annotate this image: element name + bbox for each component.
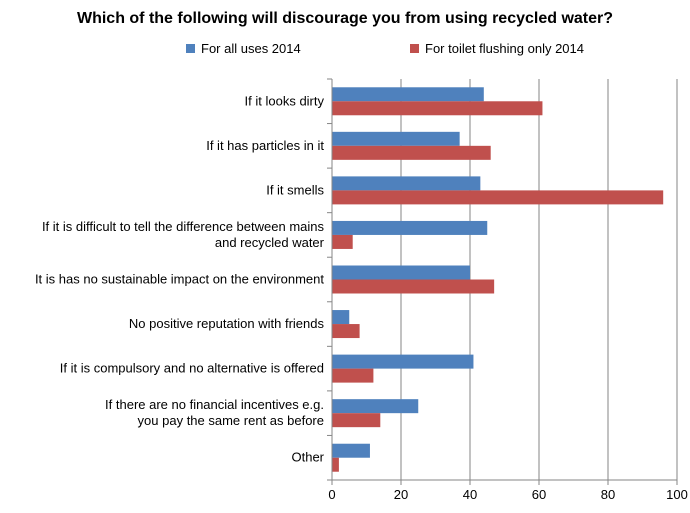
bar-all-uses-3 [332, 220, 488, 235]
bar-all-uses-2 [332, 176, 481, 191]
bar-all-uses-6 [332, 354, 474, 369]
legend-label-toilet-flushing: For toilet flushing only 2014 [425, 41, 584, 56]
bar-toilet-flushing-8 [332, 457, 339, 472]
category-label-3-line-1: and recycled water [215, 235, 325, 250]
x-tick-label-2: 40 [463, 487, 477, 502]
bar-toilet-flushing-7 [332, 413, 381, 428]
bar-toilet-flushing-3 [332, 234, 353, 249]
bar-all-uses-5 [332, 310, 350, 325]
x-tick-label-4: 80 [601, 487, 615, 502]
x-tick-label-3: 60 [532, 487, 546, 502]
bar-toilet-flushing-1 [332, 145, 491, 160]
legend-item-all-uses: For all uses 2014 [186, 41, 301, 56]
bar-toilet-flushing-5 [332, 324, 360, 339]
chart-title: Which of the following will discourage y… [76, 10, 614, 27]
category-label-7-line-1: you pay the same rent as before [138, 413, 324, 428]
category-label-2: If it smells [266, 182, 324, 197]
category-label-0: If it looks dirty [245, 93, 325, 108]
category-label-3-line-0: If it is difficult to tell the differenc… [42, 219, 325, 234]
category-label-8: Other [291, 450, 324, 465]
bar-all-uses-0 [332, 87, 484, 102]
category-label-1: If it has particles in it [206, 138, 324, 153]
bar-all-uses-7 [332, 399, 419, 414]
bar-toilet-flushing-6 [332, 368, 374, 383]
bar-all-uses-8 [332, 443, 370, 458]
bar-toilet-flushing-0 [332, 101, 543, 116]
legend-swatch-all-uses [186, 44, 195, 53]
x-tick-label-5: 100 [666, 487, 688, 502]
bar-all-uses-4 [332, 265, 470, 280]
bar-all-uses-1 [332, 131, 460, 146]
legend-item-toilet-flushing: For toilet flushing only 2014 [410, 41, 584, 56]
category-label-5: No positive reputation with friends [129, 316, 325, 331]
legend-label-all-uses: For all uses 2014 [201, 41, 301, 56]
legend-swatch-toilet-flushing [410, 44, 419, 53]
bar-toilet-flushing-4 [332, 279, 495, 294]
legend: For all uses 2014 For toilet flushing on… [0, 41, 690, 61]
x-tick-label-1: 20 [394, 487, 408, 502]
category-label-7-line-0: If there are no financial incentives e.g… [105, 397, 324, 412]
category-label-6: If it is compulsory and no alternative i… [60, 361, 324, 376]
bar-toilet-flushing-2 [332, 190, 664, 205]
category-label-4: It is has no sustainable impact on the e… [35, 272, 324, 287]
x-tick-label-0: 0 [328, 487, 335, 502]
